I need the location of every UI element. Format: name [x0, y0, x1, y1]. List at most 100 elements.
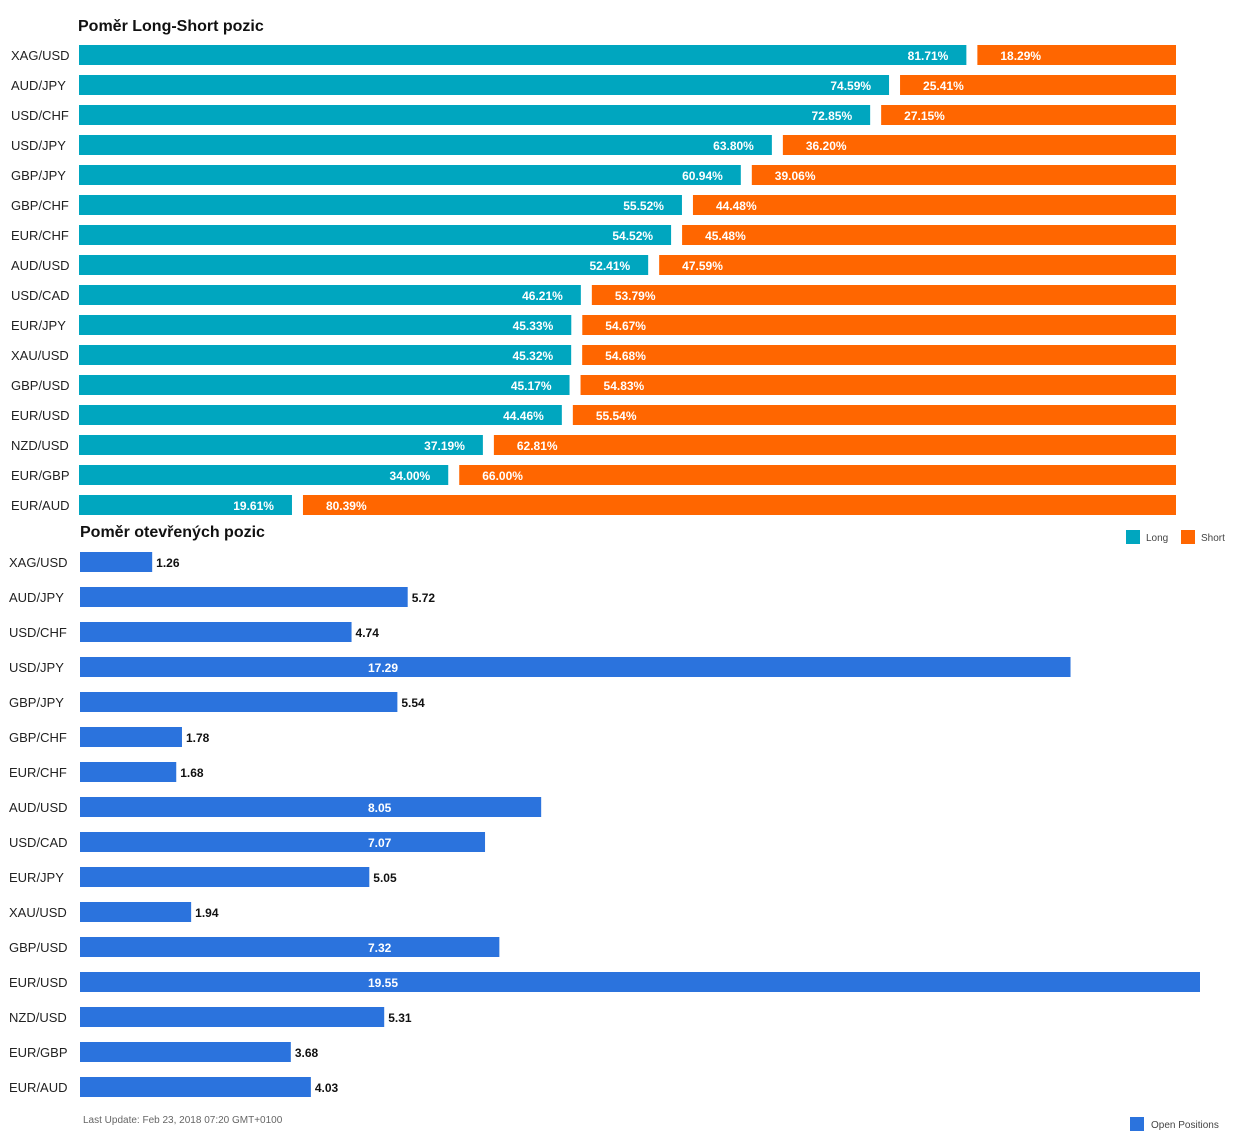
ls-category-label-usd-cad: USD/CAD — [11, 288, 70, 303]
open-positions-bar-eur-jpy — [80, 867, 370, 887]
legend-short-label: Short — [1201, 533, 1225, 544]
short-bar-eur-usd — [572, 405, 1176, 425]
long-bar-usd-cad — [79, 285, 581, 305]
open-positions-value-label-usd-jpy: 17.29 — [368, 661, 398, 675]
legend-short-swatch — [1181, 530, 1195, 544]
short-bar-xau-usd — [582, 345, 1176, 365]
long-value-label-eur-aud: 19.61% — [233, 499, 274, 513]
open-positions-value-label-aud-jpy: 5.72 — [412, 591, 436, 605]
short-value-label-eur-gbp: 66.00% — [482, 469, 523, 483]
op-category-label-eur-aud: EUR/AUD — [9, 1080, 68, 1095]
long-value-label-gbp-chf: 55.52% — [623, 199, 664, 213]
open-positions-value-label-xau-usd: 1.94 — [195, 906, 219, 920]
open-positions-bar-aud-usd — [80, 797, 542, 817]
short-bar-aud-jpy — [900, 75, 1176, 95]
open-positions-bar-gbp-usd — [80, 937, 500, 957]
op-category-label-usd-chf: USD/CHF — [9, 625, 67, 640]
long-bar-aud-usd — [79, 255, 649, 275]
ls-category-label-aud-jpy: AUD/JPY — [11, 78, 66, 93]
legend-long-label: Long — [1146, 533, 1168, 544]
long-value-label-xau-usd: 45.32% — [512, 349, 553, 363]
short-bar-eur-aud — [302, 495, 1176, 515]
ls-category-label-gbp-jpy: GBP/JPY — [11, 168, 66, 183]
open-positions-bar-aud-jpy — [80, 587, 408, 607]
short-bar-usd-cad — [591, 285, 1176, 305]
ls-category-label-gbp-chf: GBP/CHF — [11, 198, 69, 213]
ls-category-label-eur-chf: EUR/CHF — [11, 228, 69, 243]
open-positions-bar-gbp-chf — [80, 727, 182, 747]
long-bar-eur-usd — [79, 405, 562, 425]
short-value-label-eur-chf: 45.48% — [705, 229, 746, 243]
short-value-label-gbp-chf: 44.48% — [716, 199, 757, 213]
ls-category-label-nzd-usd: NZD/USD — [11, 438, 69, 453]
op-category-label-aud-jpy: AUD/JPY — [9, 590, 64, 605]
short-bar-gbp-jpy — [751, 165, 1176, 185]
short-value-label-usd-cad: 53.79% — [615, 289, 656, 303]
open-positions-value-label-gbp-jpy: 5.54 — [401, 696, 425, 710]
op-category-label-xag-usd: XAG/USD — [9, 555, 68, 570]
short-value-label-eur-jpy: 54.67% — [605, 319, 646, 333]
short-bar-eur-gbp — [459, 465, 1176, 485]
legend-long-swatch — [1126, 530, 1140, 544]
op-category-label-nzd-usd: NZD/USD — [9, 1010, 67, 1025]
short-bar-eur-chf — [682, 225, 1176, 245]
long-bar-eur-aud — [79, 495, 292, 515]
long-value-label-aud-jpy: 74.59% — [830, 79, 871, 93]
open-positions-bar-gbp-jpy — [80, 692, 398, 712]
long-value-label-xag-usd: 81.71% — [908, 49, 949, 63]
short-bar-gbp-chf — [692, 195, 1176, 215]
long-bar-gbp-jpy — [79, 165, 741, 185]
legend-open-positions-swatch — [1130, 1117, 1144, 1131]
open-positions-value-label-usd-chf: 4.74 — [356, 626, 380, 640]
short-value-label-usd-jpy: 36.20% — [806, 139, 847, 153]
open-positions-bar-eur-gbp — [80, 1042, 291, 1062]
long-bar-usd-jpy — [79, 135, 772, 155]
open-positions-value-label-aud-usd: 8.05 — [368, 801, 392, 815]
long-bar-eur-chf — [79, 225, 672, 245]
short-bar-eur-jpy — [582, 315, 1176, 335]
short-bar-xag-usd — [977, 45, 1176, 65]
op-category-label-eur-gbp: EUR/GBP — [9, 1045, 68, 1060]
ls-category-label-eur-aud: EUR/AUD — [11, 498, 70, 513]
op-category-label-usd-jpy: USD/JPY — [9, 660, 64, 675]
op-category-label-gbp-chf: GBP/CHF — [9, 730, 67, 745]
long-bar-nzd-usd — [79, 435, 483, 455]
short-value-label-nzd-usd: 62.81% — [517, 439, 558, 453]
short-value-label-aud-usd: 47.59% — [682, 259, 723, 273]
long-value-label-gbp-usd: 45.17% — [511, 379, 552, 393]
op-category-label-gbp-jpy: GBP/JPY — [9, 695, 64, 710]
long-value-label-usd-chf: 72.85% — [811, 109, 852, 123]
long-value-label-eur-jpy: 45.33% — [513, 319, 554, 333]
short-bar-gbp-usd — [580, 375, 1176, 395]
open-positions-bar-eur-aud — [80, 1077, 311, 1097]
legend-open-positions-label: Open Positions — [1151, 1120, 1219, 1131]
ls-category-label-aud-usd: AUD/USD — [11, 258, 70, 273]
op-category-label-xau-usd: XAU/USD — [9, 905, 67, 920]
short-value-label-xau-usd: 54.68% — [605, 349, 646, 363]
long-value-label-eur-chf: 54.52% — [612, 229, 653, 243]
open-positions-bar-eur-chf — [80, 762, 177, 782]
ls-category-label-eur-gbp: EUR/GBP — [11, 468, 70, 483]
open-positions-value-label-gbp-usd: 7.32 — [368, 941, 392, 955]
open-positions-bar-xag-usd — [80, 552, 153, 572]
long-bar-gbp-chf — [79, 195, 682, 215]
short-value-label-eur-usd: 55.54% — [596, 409, 637, 423]
ls-category-label-eur-usd: EUR/USD — [11, 408, 70, 423]
ls-category-label-usd-jpy: USD/JPY — [11, 138, 66, 153]
open-positions-bar-nzd-usd — [80, 1007, 385, 1027]
open-positions-value-label-eur-aud: 4.03 — [315, 1081, 339, 1095]
op-category-label-eur-chf: EUR/CHF — [9, 765, 67, 780]
short-value-label-gbp-usd: 54.83% — [604, 379, 645, 393]
long-bar-gbp-usd — [79, 375, 570, 395]
short-bar-nzd-usd — [493, 435, 1176, 455]
ls-category-label-eur-jpy: EUR/JPY — [11, 318, 66, 333]
short-value-label-xag-usd: 18.29% — [1000, 49, 1041, 63]
open-positions-bar-usd-chf — [80, 622, 352, 642]
open-positions-value-label-usd-cad: 7.07 — [368, 836, 392, 850]
long-short-title: Poměr Long-Short pozic — [78, 18, 264, 35]
open-positions-value-label-eur-gbp: 3.68 — [295, 1046, 319, 1060]
long-value-label-eur-usd: 44.46% — [503, 409, 544, 423]
open-positions-bar-usd-jpy — [80, 657, 1071, 677]
op-category-label-eur-jpy: EUR/JPY — [9, 870, 64, 885]
